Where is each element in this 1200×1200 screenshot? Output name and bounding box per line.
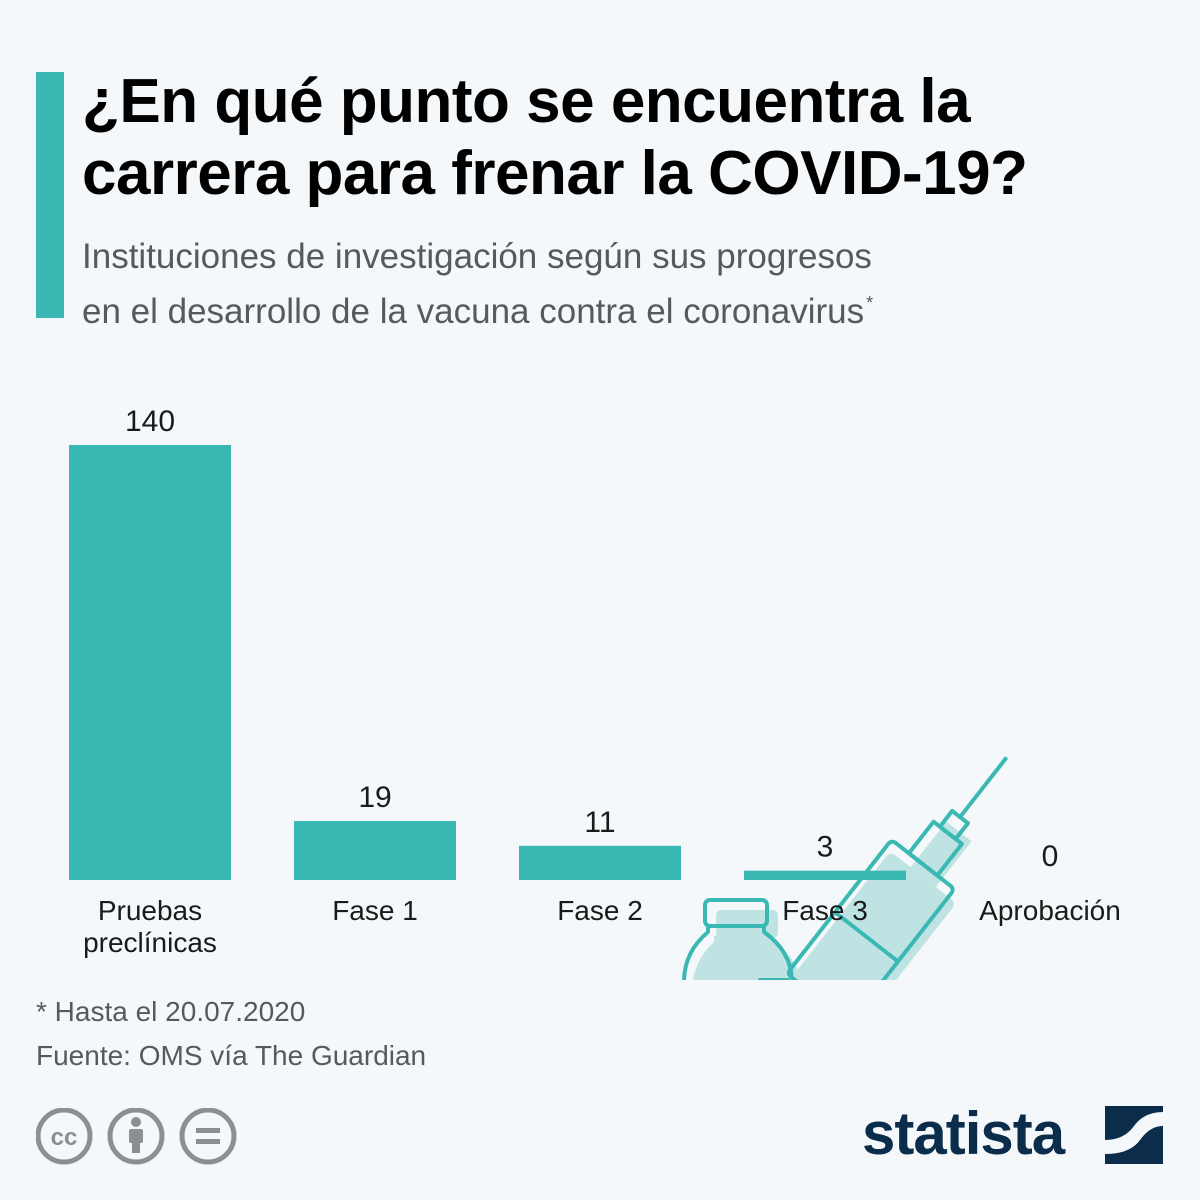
value-label-3: 3 bbox=[817, 831, 834, 864]
value-label-2: 11 bbox=[584, 806, 615, 839]
vaccine-illustration bbox=[682, 756, 1008, 980]
category-label-3: Fase 3 bbox=[782, 895, 868, 926]
category-label-0: Pruebas bbox=[98, 895, 202, 926]
value-label-0: 140 bbox=[125, 405, 175, 438]
accent-bar bbox=[36, 72, 64, 318]
chart-notes: * Hasta el 20.07.2020 Fuente: OMS vía Th… bbox=[36, 990, 426, 1078]
svg-text:cc: cc bbox=[51, 1124, 78, 1151]
syringe-icon bbox=[786, 756, 1008, 980]
subtitle-line-2-wrap: en el desarrollo de la vacuna contra el … bbox=[82, 280, 1172, 335]
subtitle-line-1: Instituciones de investigación según sus… bbox=[82, 237, 872, 276]
bars-group bbox=[69, 445, 906, 880]
vial-icon bbox=[682, 898, 801, 980]
statista-wordmark: statista bbox=[862, 1100, 1066, 1167]
category-label-2: Fase 2 bbox=[557, 895, 643, 926]
value-label-4: 0 bbox=[1042, 840, 1059, 873]
title-line-2: carrera para frenar la COVID-19? bbox=[82, 139, 1028, 208]
statista-logo: statista bbox=[862, 1100, 1163, 1167]
statista-logo-mark bbox=[1105, 1106, 1163, 1164]
attribution-icon bbox=[107, 1108, 165, 1165]
bar-2 bbox=[519, 845, 681, 880]
category-label-1: Fase 1 bbox=[332, 895, 418, 926]
bar-1 bbox=[294, 820, 456, 880]
title-line-1: ¿En qué punto se encuentra la bbox=[82, 67, 971, 136]
subtitle-marker: * bbox=[866, 293, 874, 313]
no-derivatives-icon bbox=[179, 1108, 237, 1165]
footnote: * Hasta el 20.07.2020 bbox=[36, 996, 306, 1027]
category-label-0-line-2: preclínicas bbox=[83, 927, 217, 958]
source-note: Fuente: OMS vía The Guardian bbox=[36, 1040, 427, 1071]
chart-title: ¿En qué punto se encuentra la carrera pa… bbox=[82, 66, 1172, 210]
bar-3 bbox=[744, 870, 906, 880]
license-icons: cc bbox=[36, 1108, 237, 1165]
chart-subtitle: Instituciones de investigación según sus… bbox=[82, 234, 1172, 335]
category-label-4: Aprobación bbox=[979, 895, 1121, 926]
value-labels-group: 140 19 11 3 0 bbox=[125, 405, 1058, 873]
subtitle-line-2: en el desarrollo de la vacuna contra el … bbox=[82, 292, 865, 331]
cc-icon: cc bbox=[36, 1108, 93, 1165]
bar-0 bbox=[69, 445, 231, 880]
value-label-1: 19 bbox=[358, 781, 391, 814]
